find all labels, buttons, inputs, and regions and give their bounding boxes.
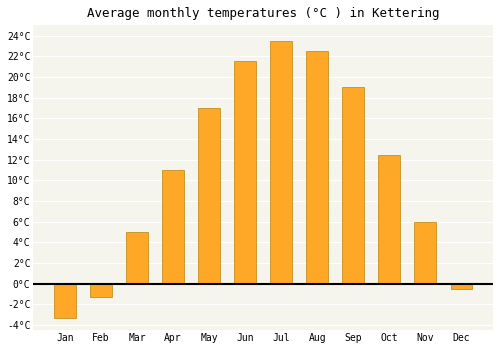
Bar [90, 284, 112, 297]
Bar [306, 51, 328, 284]
Bar [342, 87, 364, 284]
Bar [234, 62, 256, 284]
Title: Average monthly temperatures (°C ) in Kettering: Average monthly temperatures (°C ) in Ke… [87, 7, 440, 20]
Bar [54, 284, 76, 318]
Bar [450, 284, 472, 289]
Bar [270, 41, 292, 284]
Bar [126, 232, 148, 284]
Bar [198, 108, 220, 284]
Bar [414, 222, 436, 284]
Bar [378, 154, 400, 284]
Bar [162, 170, 184, 284]
